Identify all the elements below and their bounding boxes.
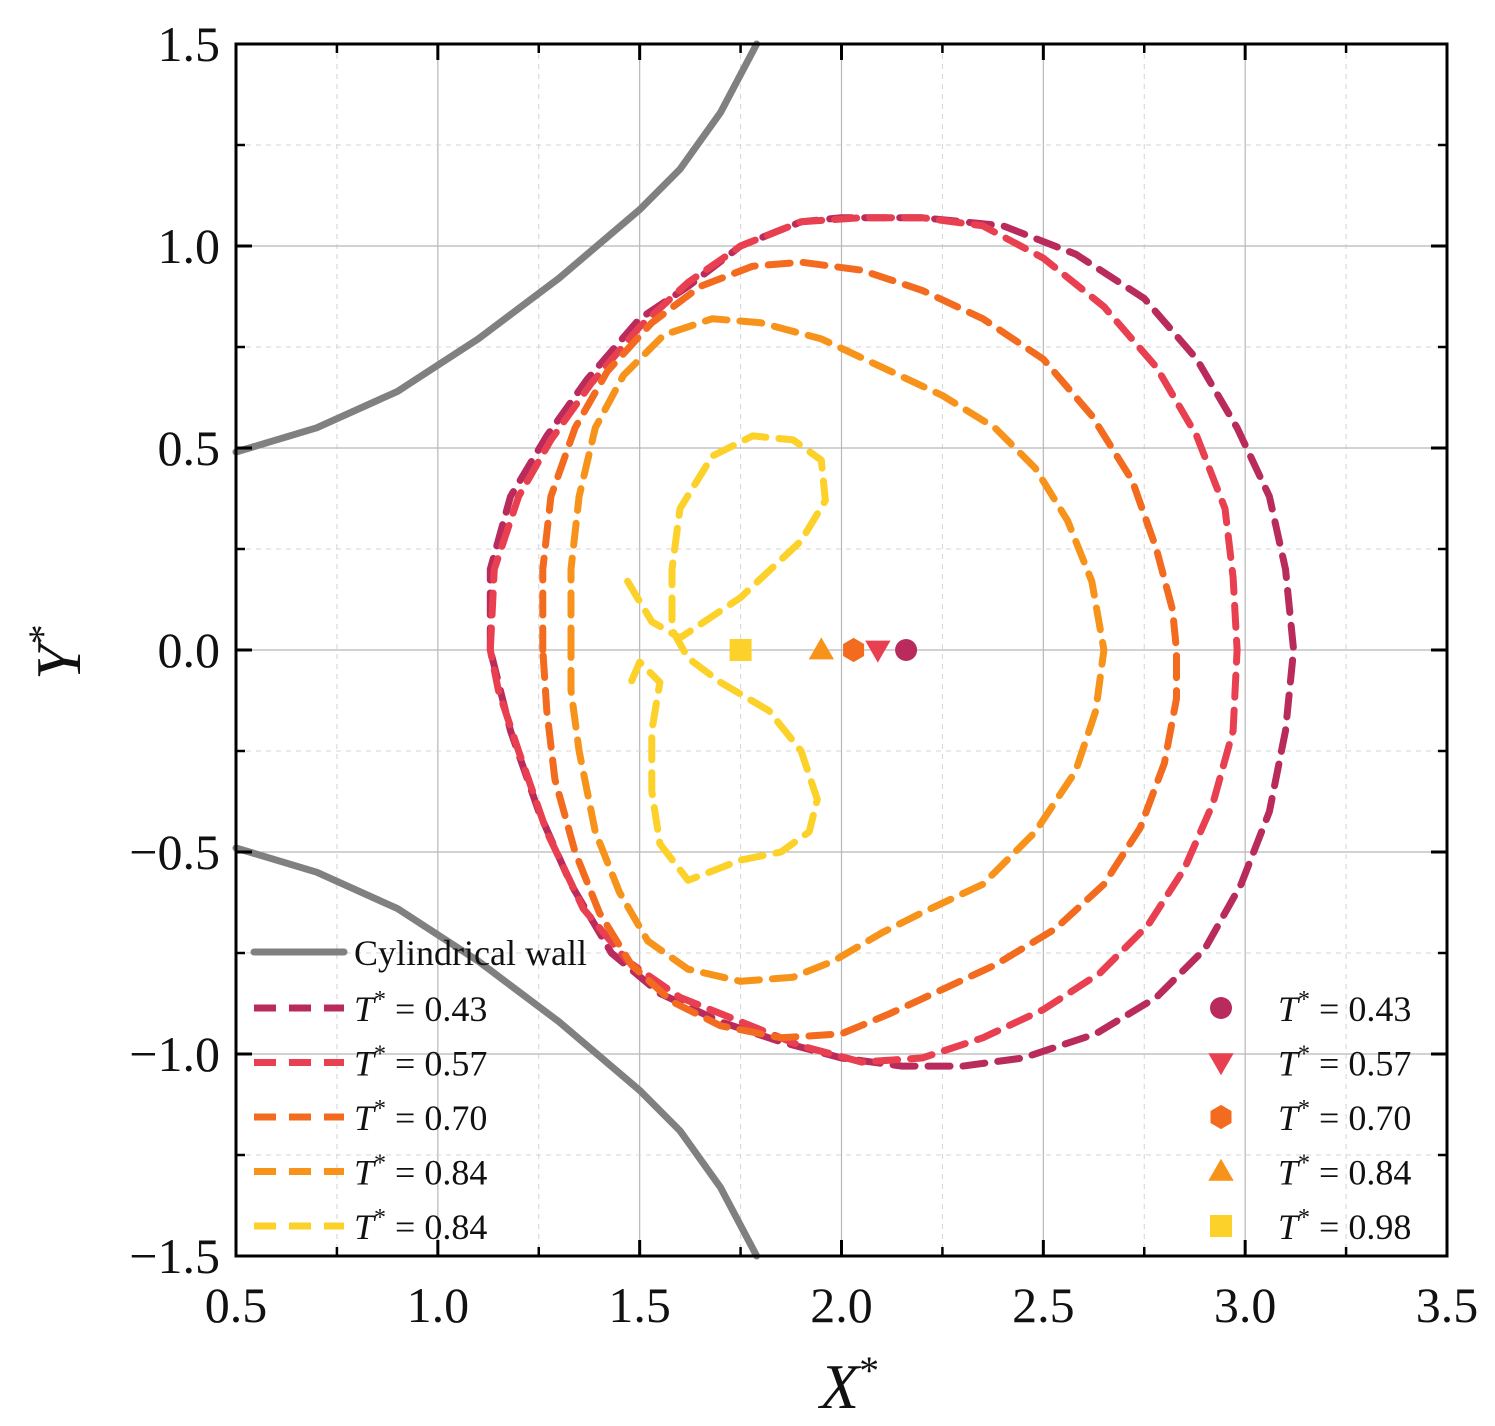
grid: [236, 44, 1447, 1256]
y-tick-label: 0.0: [158, 622, 221, 678]
x-axis-title: X*: [817, 1348, 879, 1422]
y-tick-label: 1.0: [158, 218, 221, 274]
legend-marker-swatch-2: [1210, 1104, 1232, 1130]
legend-orbit-label-2: T* = 0.70: [354, 1096, 487, 1138]
x-axis-title-sup: *: [859, 1348, 879, 1393]
y-axis-title: Y*: [20, 624, 94, 680]
x-tick-label: 3.5: [1416, 1277, 1479, 1333]
legend-orbit-label-4: T* = 0.84: [354, 1205, 487, 1247]
legend-marker-label-0: T* = 0.43: [1278, 987, 1411, 1029]
y-tick-label: −1.5: [129, 1228, 220, 1284]
center-marker-3: [808, 637, 834, 660]
x-tick-label: 1.0: [407, 1277, 470, 1333]
legend-marker-swatch-1: [1208, 1053, 1234, 1076]
wall-upper-curve: [232, 40, 761, 456]
center-marker-0: [895, 639, 918, 661]
y-tick-label: −1.0: [129, 1026, 220, 1082]
x-tick-label: 3.0: [1214, 1277, 1277, 1333]
legend-orbit-label-1: T* = 0.57: [354, 1042, 487, 1084]
x-tick-label: 2.5: [1012, 1277, 1075, 1333]
orbit-line-1: [486, 214, 1241, 1066]
cylindrical-wall-curves: [232, 40, 761, 1260]
legend-marker-swatch-3: [1208, 1158, 1234, 1181]
legend-marker-swatch-0: [1210, 997, 1232, 1019]
y-tick-label: −0.5: [129, 824, 220, 880]
legend-marker-label-3: T* = 0.84: [1278, 1151, 1411, 1193]
y-axis-title-base: Y: [23, 638, 94, 680]
legend-markers: T* = 0.43 T* = 0.57 T* = 0.70 T* = 0.84 T* =…: [1208, 987, 1411, 1247]
center-markers: [729, 637, 918, 663]
legend-lines: Cylindrical wall T* = 0.43 T* = 0.57 T* = 0…: [250, 933, 587, 1247]
legend-marker-label-2: T* = 0.70: [1278, 1096, 1411, 1138]
legend-orbit-label-0: T* = 0.43: [354, 987, 487, 1029]
orbit-line-2: [539, 258, 1180, 1042]
legend-marker-label-1: T* = 0.57: [1278, 1042, 1411, 1084]
center-marker-4: [729, 639, 752, 661]
orbit-line-4: [624, 432, 829, 884]
legend-wall-label: Cylindrical wall: [354, 933, 587, 973]
center-marker-2: [843, 637, 865, 663]
center-marker-1: [865, 640, 891, 663]
axis-ticks: 0.5 1.0 1.5 2.0 2.5 3.0 3.5 −1.5 −1.0 −0.5 0.0 0.5 1…: [129, 16, 1478, 1333]
y-tick-label: 0.5: [158, 420, 221, 476]
legend-marker-label-4: T* = 0.98: [1278, 1205, 1411, 1247]
legend-marker-swatch-4: [1210, 1215, 1232, 1237]
x-tick-label: 2.0: [810, 1277, 873, 1333]
x-tick-label: 0.5: [205, 1277, 268, 1333]
x-axis-title-base: X: [817, 1351, 862, 1422]
wall-lower-curve: [232, 844, 761, 1260]
y-tick-label: 1.5: [158, 16, 221, 72]
orbit-series: [486, 214, 1298, 1070]
x-tick-label: 1.5: [608, 1277, 671, 1333]
y-axis-title-sup: *: [20, 624, 65, 644]
legend-orbit-label-3: T* = 0.84: [354, 1151, 487, 1193]
orbit-line-3: [567, 315, 1108, 985]
